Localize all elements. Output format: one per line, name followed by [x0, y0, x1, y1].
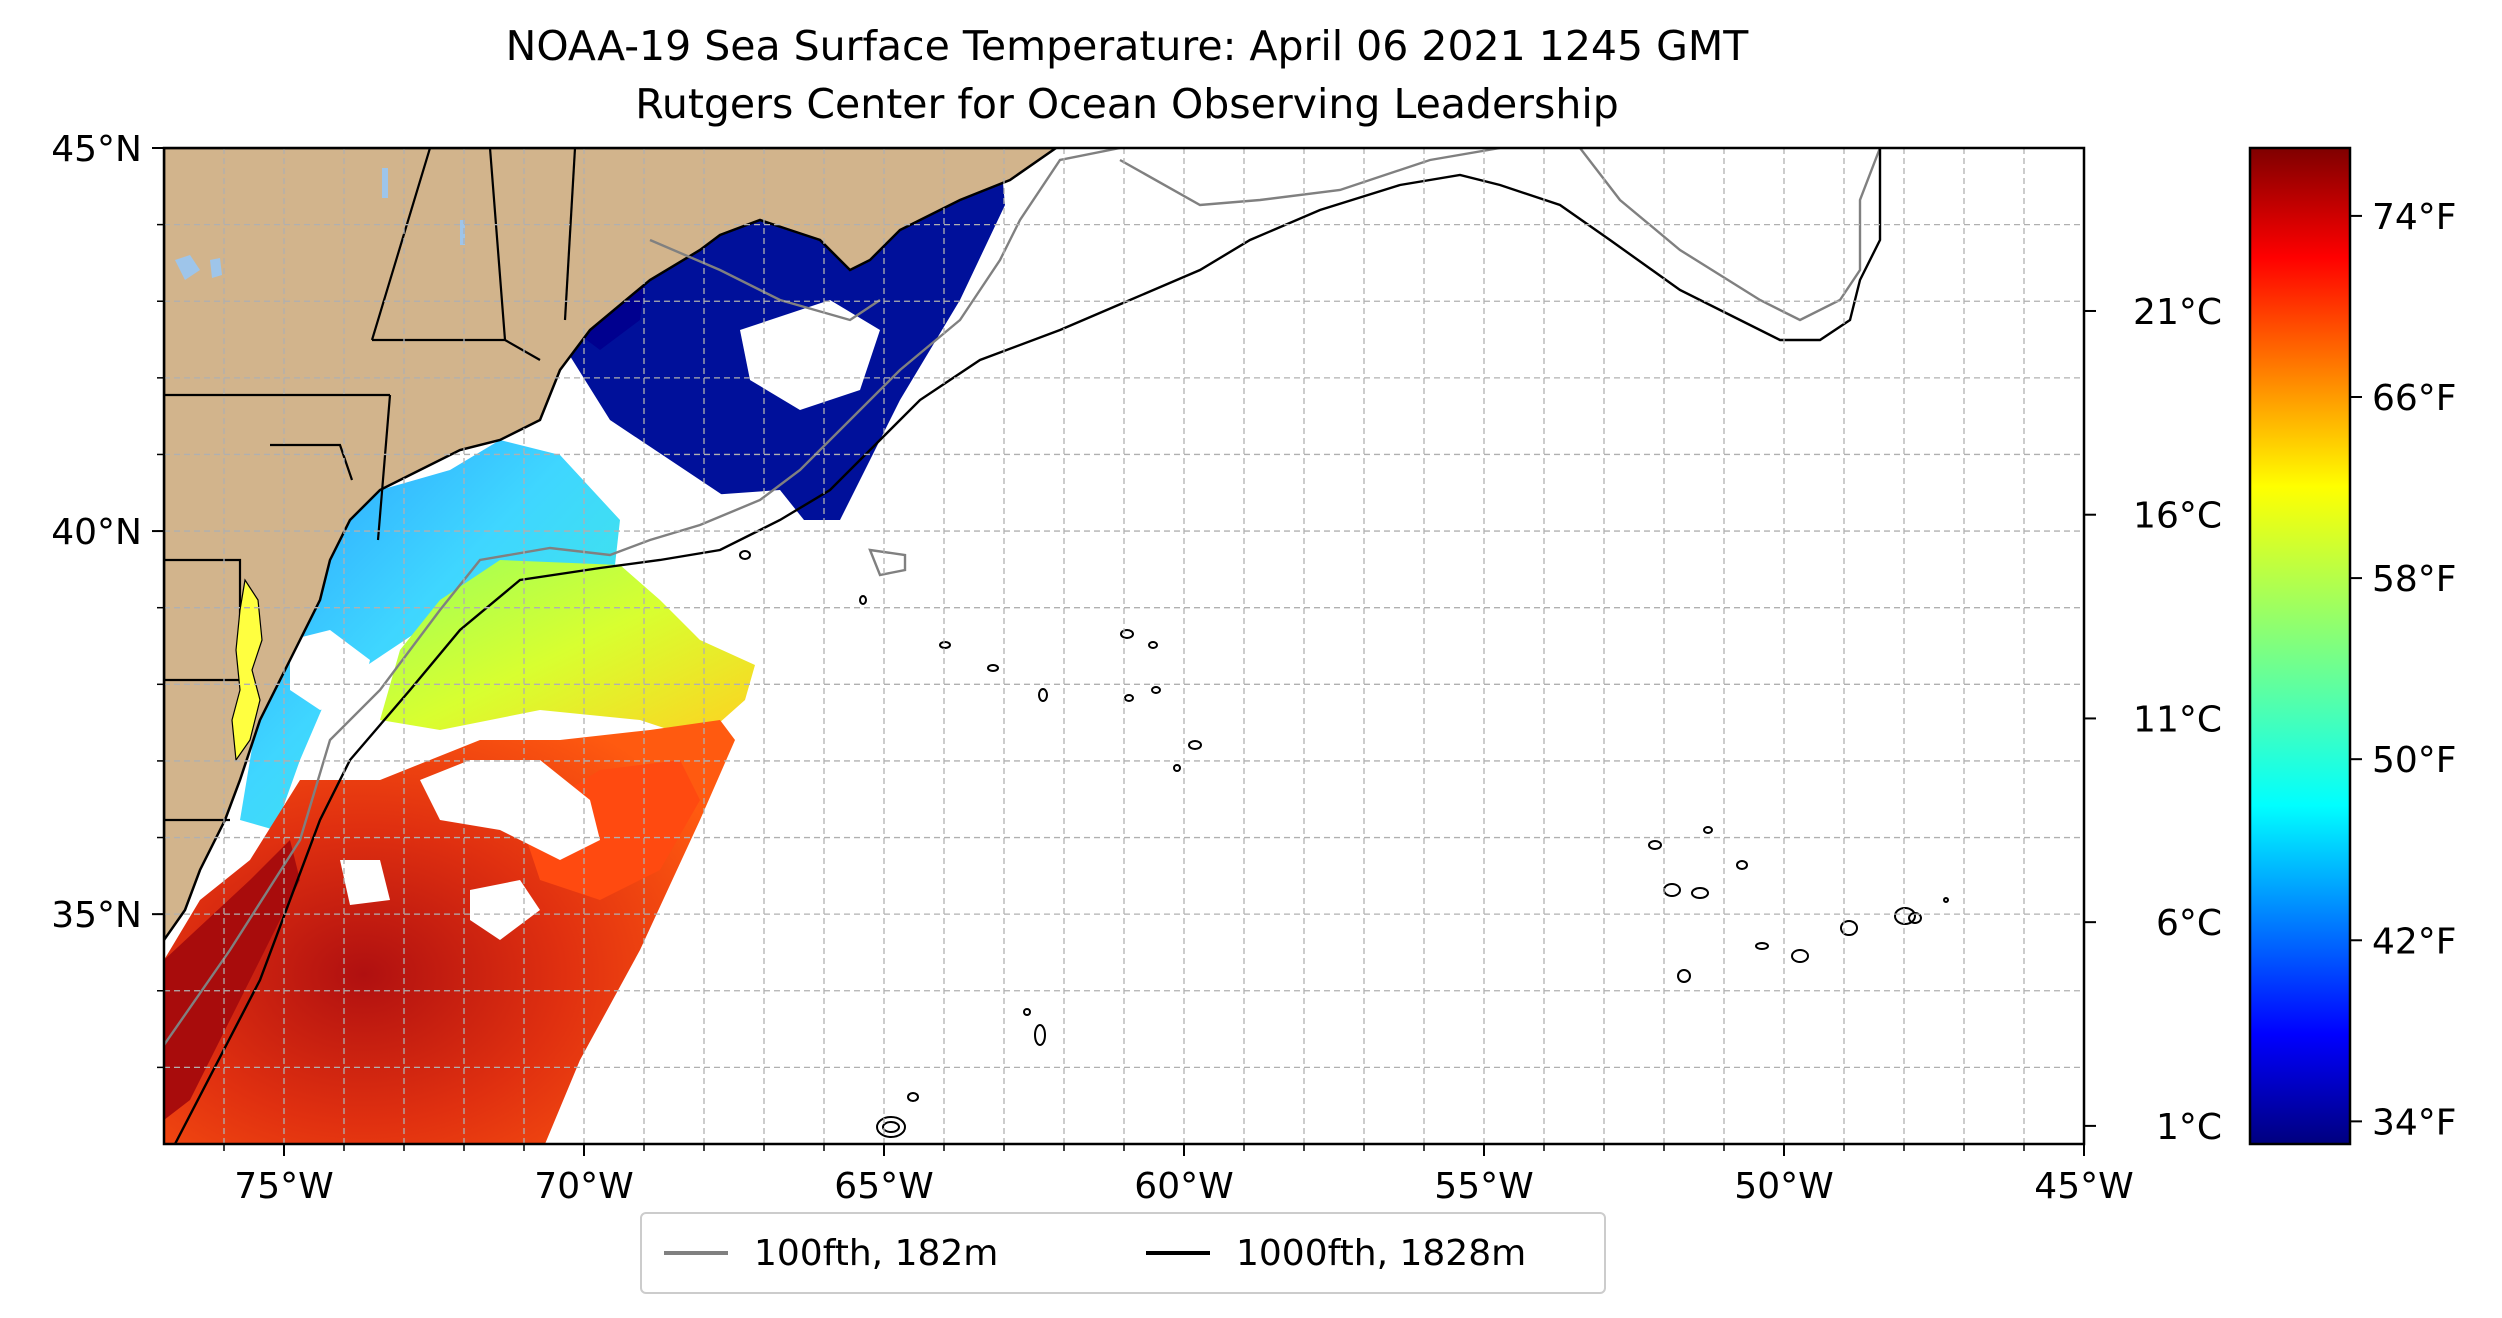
- colorbar-f-tick-label: 34°F: [2372, 1102, 2457, 1143]
- colorbar-f-tick-label: 50°F: [2372, 740, 2457, 781]
- lon-tick-label: 45°W: [2034, 1166, 2133, 1207]
- map-area: [164, 148, 2084, 1144]
- lon-tick-label: 65°W: [834, 1166, 933, 1207]
- land: [164, 148, 1059, 943]
- legend-item-100fth: 100fth, 182m: [664, 1214, 998, 1292]
- colorbar-c-tick-label: 16°C: [2133, 496, 2222, 537]
- lon-tick-label: 70°W: [534, 1166, 633, 1207]
- legend-swatch-1000fth: [1146, 1251, 1210, 1255]
- legend: 100fth, 182m 1000fth, 1828m: [640, 1212, 1606, 1294]
- isobath-100fth: [164, 148, 1882, 1046]
- isobath-1000fth: [173, 148, 1882, 1144]
- legend-item-1000fth: 1000fth, 1828m: [1146, 1214, 1526, 1292]
- chesapeake-bay: [231, 578, 263, 762]
- colorbar-f-tick-label: 58°F: [2372, 559, 2457, 600]
- lat-tick-label: 35°N: [51, 895, 142, 936]
- lat-tick-label: 40°N: [51, 512, 142, 553]
- lat-tick-label: 45°N: [51, 129, 142, 170]
- colorbar-c-tick-label: 1°C: [2156, 1107, 2222, 1148]
- longitude-axis: 75°W 70°W 65°W 60°W 55°W 50°W 45°W: [234, 1144, 2134, 1207]
- legend-label-100fth: 100fth, 182m: [754, 1232, 999, 1274]
- legend-label-1000fth: 1000fth, 1828m: [1236, 1232, 1527, 1274]
- colorbar-fahrenheit-axis: 74°F 66°F 58°F 50°F 42°F 34°F: [2350, 197, 2457, 1143]
- lon-tick-label: 55°W: [1434, 1166, 1533, 1207]
- colorbar-celsius-axis: 21°C 16°C 11°C 6°C 1°C: [2084, 292, 2222, 1148]
- chart-subtitle: Rutgers Center for Ocean Observing Leade…: [635, 80, 1619, 128]
- gridlines: [164, 148, 2084, 1144]
- chart-title: NOAA-19 Sea Surface Temperature: April 0…: [505, 22, 1749, 70]
- seamounts: [739, 550, 1949, 1138]
- colorbar-c-tick-label: 21°C: [2133, 292, 2222, 333]
- lon-tick-label: 75°W: [234, 1166, 333, 1207]
- lakes: [175, 168, 465, 280]
- colorbar-c-tick-label: 6°C: [2156, 903, 2222, 944]
- colorbar-gradient: [2248, 146, 2352, 1146]
- colorbar-f-tick-label: 42°F: [2372, 921, 2457, 962]
- latitude-axis: 45°N 40°N 35°N: [51, 129, 164, 936]
- colorbar: 74°F 66°F 58°F 50°F 42°F 34°F 21°C 16°C 11°C 6°C…: [2084, 146, 2457, 1148]
- colorbar-f-tick-label: 74°F: [2372, 197, 2457, 238]
- colorbar-f-tick-label: 66°F: [2372, 378, 2457, 419]
- lon-tick-label: 50°W: [1734, 1166, 1833, 1207]
- colorbar-c-tick-label: 11°C: [2133, 699, 2222, 740]
- lon-tick-label: 60°W: [1134, 1166, 1233, 1207]
- legend-swatch-100fth: [664, 1251, 728, 1255]
